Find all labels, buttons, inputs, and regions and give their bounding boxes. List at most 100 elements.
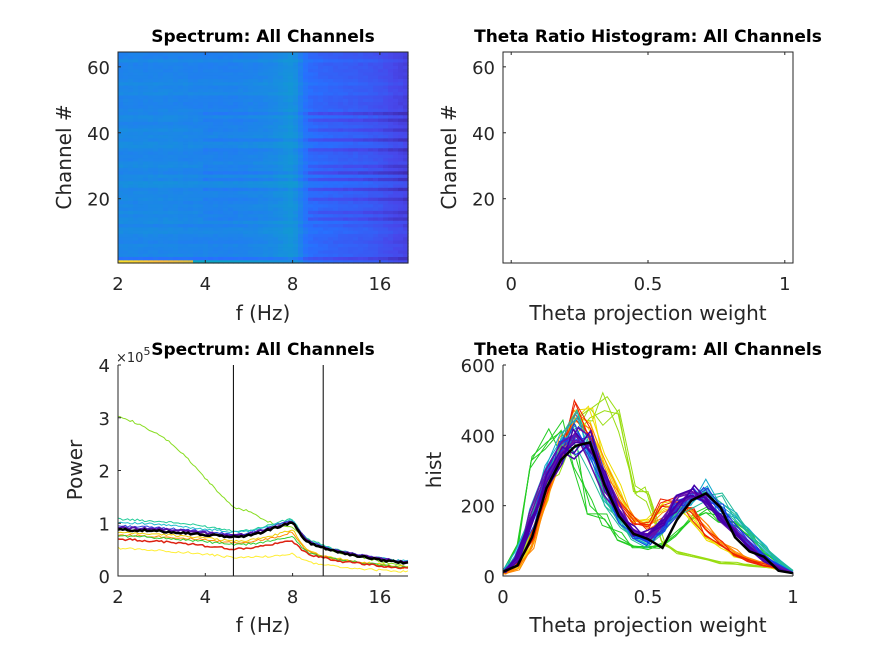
heatmap-cell — [353, 177, 359, 182]
heatmap-cell — [308, 233, 314, 238]
heatmap-cell — [178, 226, 184, 231]
heatmap-cell — [193, 190, 199, 195]
heatmap-cell — [373, 203, 379, 208]
heatmap-cell — [148, 236, 154, 241]
heatmap-cell — [373, 52, 379, 56]
heatmap-cell — [283, 108, 289, 112]
heatmap-cell — [243, 160, 249, 165]
heatmap-cell — [318, 101, 324, 106]
heatmap-cell — [268, 117, 274, 122]
heatmap-cell — [243, 108, 249, 112]
heatmap-cell — [148, 216, 154, 221]
heatmap-cell — [188, 147, 194, 152]
heatmap-cell — [288, 91, 294, 96]
heatmap-cell — [118, 98, 124, 103]
heatmap-cell — [118, 94, 124, 99]
heatmap-cell — [288, 141, 294, 145]
heatmap-cell — [343, 121, 349, 126]
heatmap-cell — [118, 52, 124, 56]
heatmap-cell — [278, 256, 284, 261]
heatmap-cell — [358, 164, 364, 168]
heatmap-cell — [238, 124, 244, 129]
heatmap-cell — [243, 220, 249, 225]
heatmap-cell — [163, 98, 169, 103]
heatmap-cell — [188, 200, 194, 205]
heatmap-cell — [143, 117, 149, 122]
heatmap-cell — [263, 78, 269, 83]
heatmap-cell — [183, 256, 189, 261]
heatmap-cell — [223, 200, 229, 205]
heatmap-cell — [208, 187, 214, 192]
heatmap-cell — [183, 216, 189, 221]
heatmap-cell — [183, 117, 189, 122]
heatmap-cell — [358, 249, 364, 254]
heatmap-cell — [208, 157, 214, 162]
heatmap-cell — [118, 177, 124, 182]
heatmap-cell — [268, 114, 274, 119]
heatmap-cell — [233, 94, 239, 99]
heatmap-cell — [243, 114, 249, 119]
heatmap-cell — [233, 144, 239, 149]
heatmap-cell — [398, 61, 404, 66]
heatmap-cell — [143, 104, 149, 109]
heatmap-cell — [343, 84, 349, 89]
heatmap-cell — [358, 197, 364, 201]
heatmap-cell — [263, 91, 269, 96]
heatmap-cell — [168, 111, 174, 116]
heatmap-cell — [173, 98, 179, 103]
y-tick-label: 20 — [87, 190, 110, 211]
spectrum-image-axes-box — [117, 51, 409, 264]
heatmap-cell — [118, 147, 124, 152]
heatmap-cell — [318, 111, 324, 116]
heatmap-cell — [148, 177, 154, 182]
heatmap-cell — [293, 210, 299, 215]
heatmap-cell — [148, 124, 154, 129]
heatmap-cell — [238, 91, 244, 96]
heatmap-cell — [333, 197, 339, 201]
heatmap-cell — [258, 230, 264, 234]
heatmap-cell — [343, 117, 349, 122]
heatmap-cell — [138, 243, 144, 248]
heatmap-cell — [183, 84, 189, 89]
heatmap-cell — [178, 220, 184, 225]
heatmap-cell — [333, 154, 339, 159]
heatmap-cell — [178, 256, 184, 261]
heatmap-cell — [128, 180, 134, 185]
heatmap-cell — [193, 78, 199, 83]
heatmap-cell — [193, 150, 199, 155]
heatmap-cell — [178, 144, 184, 149]
heatmap-cell — [308, 197, 314, 201]
heatmap-cell — [293, 233, 299, 238]
heatmap-cell — [203, 253, 209, 258]
heatmap-cell — [278, 180, 284, 185]
heatmap-cell — [238, 81, 244, 86]
heatmap-cell — [393, 94, 399, 99]
heatmap-cell — [163, 75, 169, 79]
heatmap-cell — [178, 101, 184, 106]
heatmap-cell — [323, 180, 329, 185]
heatmap-cell — [208, 150, 214, 155]
heatmap-cell — [348, 150, 354, 155]
heatmap-cell — [308, 210, 314, 215]
heatmap-cell — [343, 197, 349, 201]
heatmap-cell — [353, 193, 359, 198]
heatmap-cell — [268, 55, 274, 60]
heatmap-cell — [223, 230, 229, 234]
heatmap-cell — [193, 226, 199, 231]
heatmap-cell — [158, 220, 164, 225]
heatmap-cell — [348, 170, 354, 175]
heatmap-cell — [163, 173, 169, 178]
heatmap-cell — [393, 111, 399, 116]
theta-ratio-image-title: Theta Ratio Histogram: All Channels — [474, 27, 822, 47]
heatmap-cell — [153, 193, 159, 198]
heatmap-cell — [278, 230, 284, 234]
heatmap-cell — [218, 121, 224, 126]
heatmap-cell — [403, 121, 409, 126]
heatmap-cell — [253, 108, 259, 112]
heatmap-cell — [188, 160, 194, 165]
heatmap-cell — [333, 131, 339, 136]
heatmap-cell — [313, 187, 319, 192]
heatmap-cell — [358, 52, 364, 56]
heatmap-cell — [338, 236, 344, 241]
heatmap-cell — [183, 226, 189, 231]
